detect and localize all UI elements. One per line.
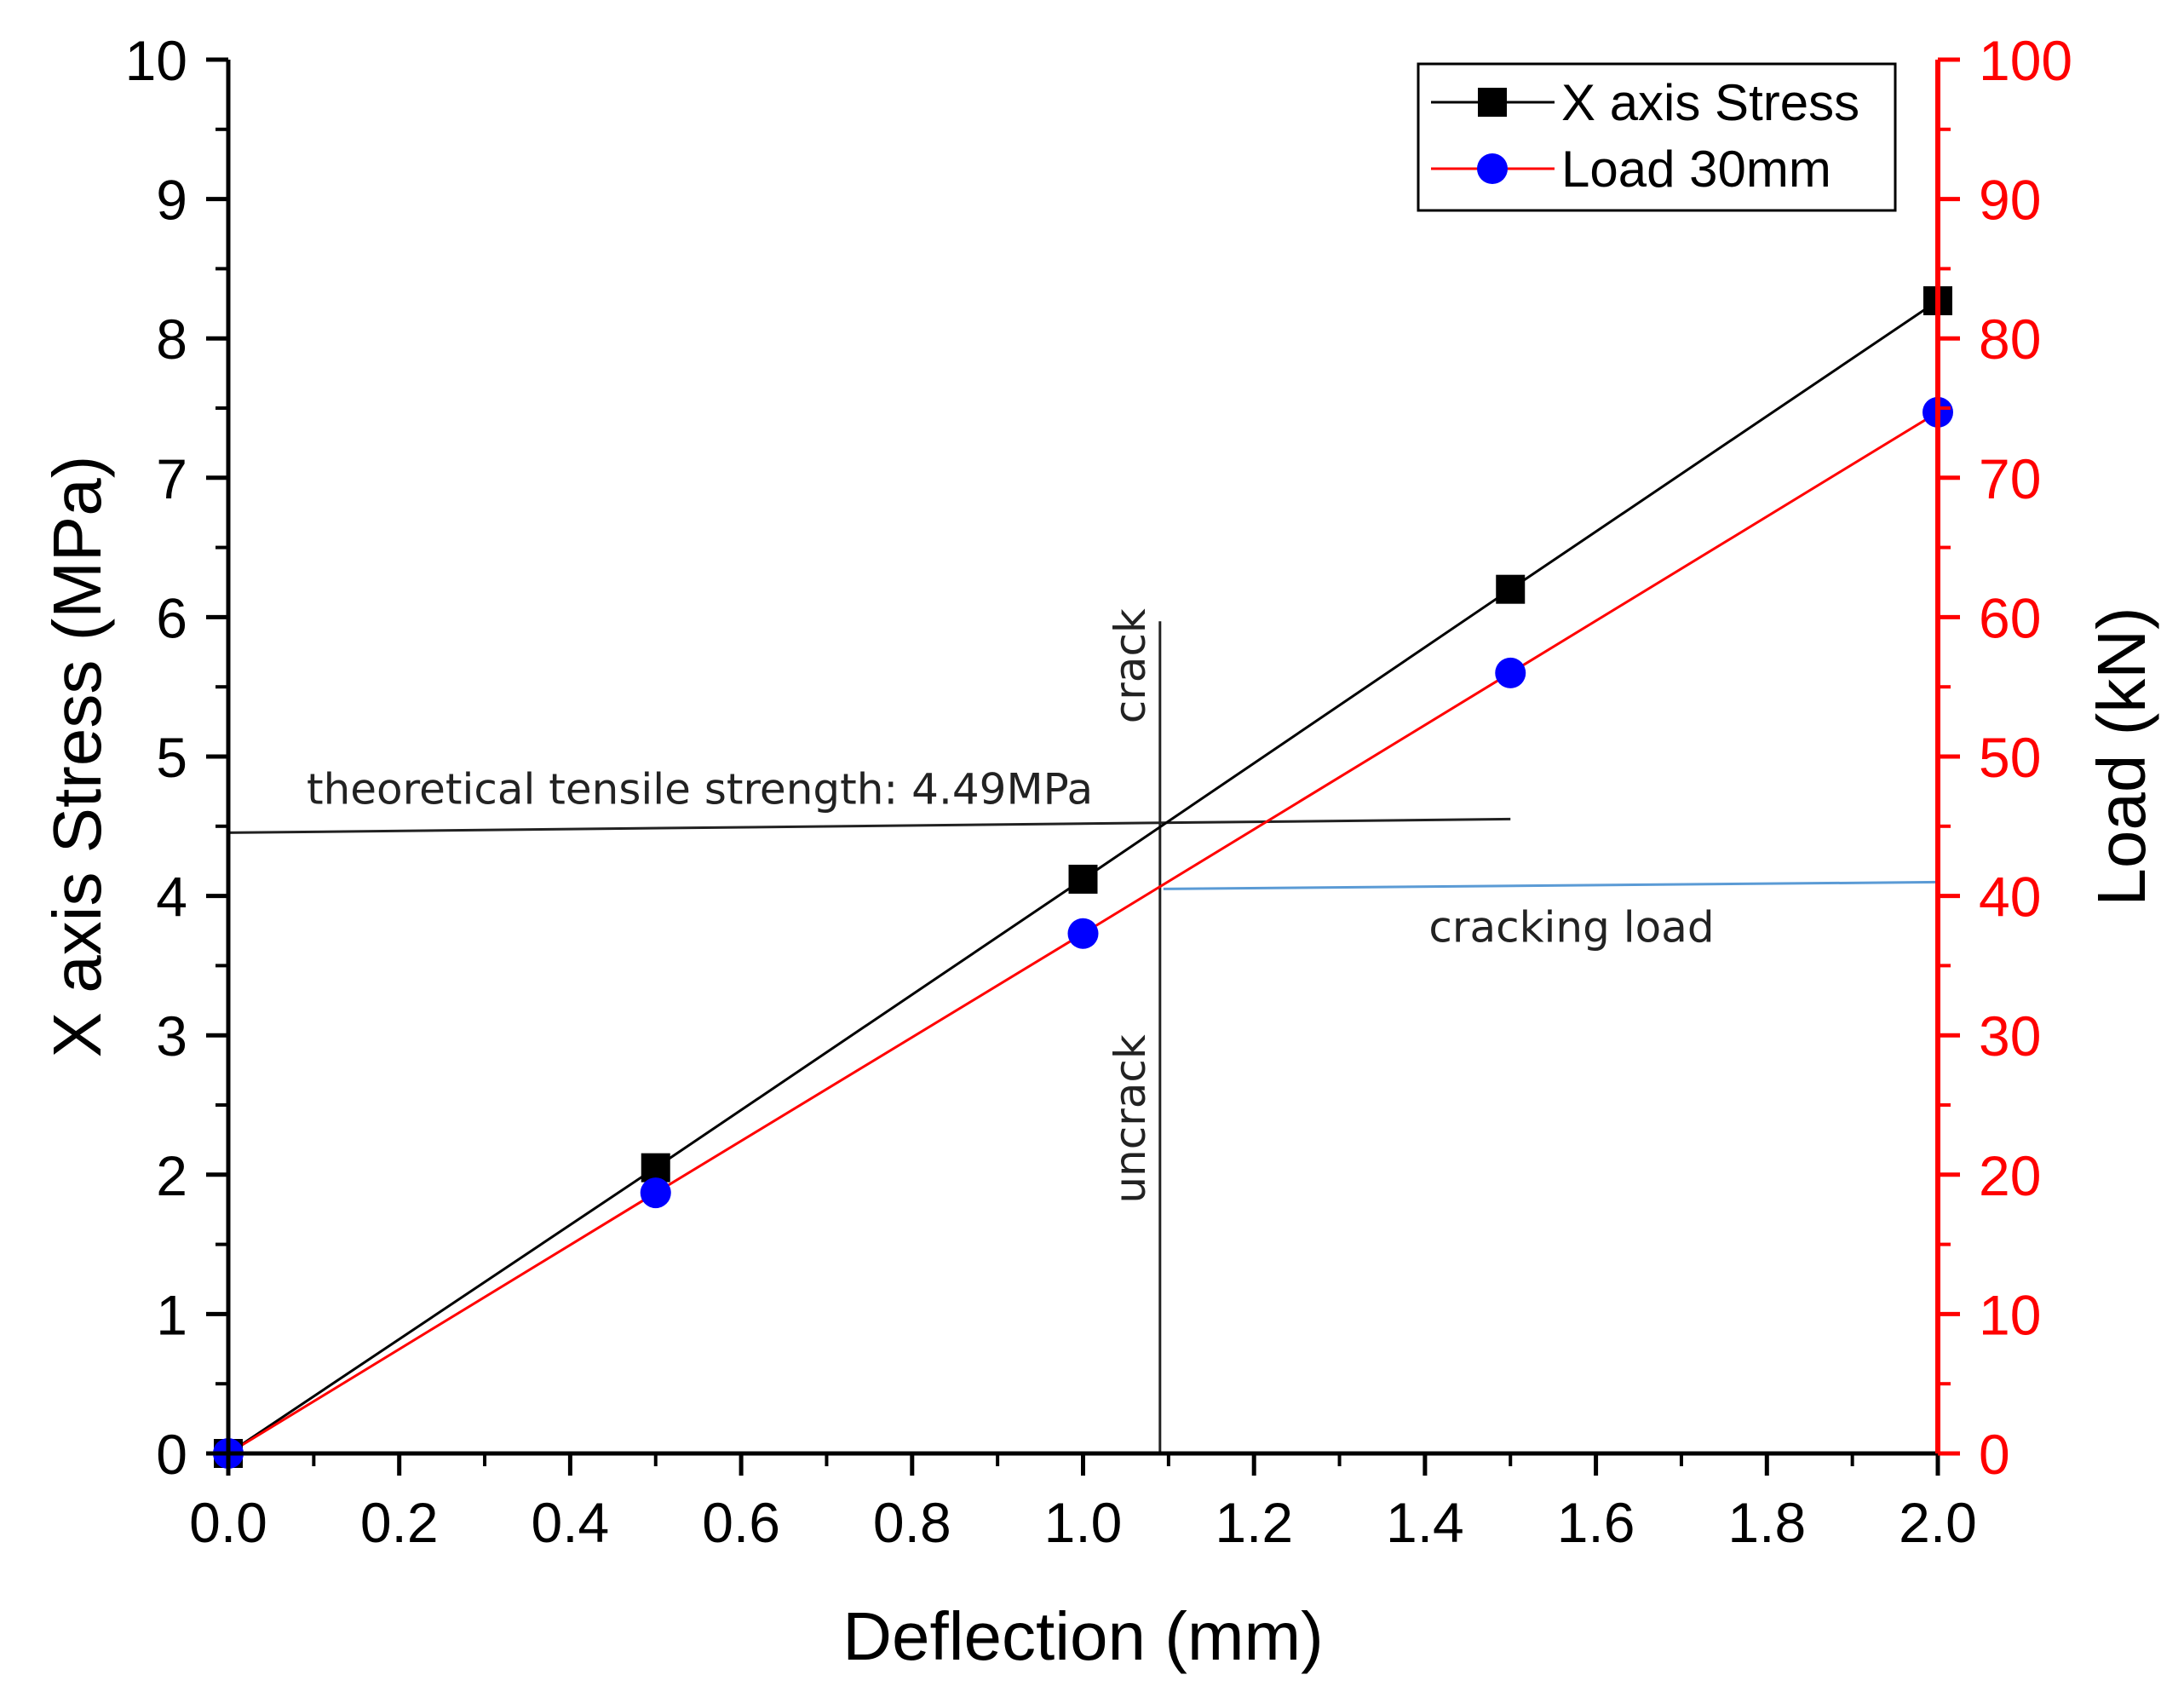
cracking-load-label: cracking load: [1428, 902, 1714, 952]
y2-tick-label: 100: [1979, 29, 2072, 92]
y2-tick-label: 50: [1979, 726, 2041, 789]
y-tick-label: 5: [156, 726, 187, 789]
uncrack-label: uncrack: [1106, 1034, 1155, 1204]
y-tick-label: 6: [156, 586, 187, 649]
x-tick-label: 0.4: [532, 1491, 610, 1554]
load-data-point: [1495, 657, 1526, 688]
y-axis-right-ticks: 0 10 20 30 40 50 60 70 80 90 100: [1938, 29, 2072, 1486]
y-tick-label: 7: [156, 447, 187, 510]
stress-data-point: [1068, 864, 1098, 894]
crack-label: crack: [1106, 608, 1155, 723]
y-tick-label: 4: [156, 866, 187, 929]
legend-label-load: Load 30mm: [1561, 141, 1831, 198]
y2-tick-label: 20: [1979, 1144, 2041, 1207]
y-tick-label: 3: [156, 1004, 187, 1068]
x-tick-label: 1.6: [1557, 1491, 1635, 1554]
cracking-load-line: [1163, 880, 1939, 890]
y2-tick-label: 90: [1979, 169, 2041, 232]
tensile-strength-label: theoretical tensile strength: 4.49MPa: [307, 764, 1093, 814]
x-tick-label: 2.0: [1899, 1491, 1977, 1554]
tensile-strength-line: [227, 817, 1511, 834]
x-tick-label: 0.6: [702, 1491, 780, 1554]
x-tick-label: 1.2: [1215, 1491, 1293, 1554]
legend-marker-stress: [1478, 88, 1507, 117]
x-tick-label: 1.0: [1044, 1491, 1123, 1554]
y-axis-left-ticks: 0 1 2 3 4 5 6 7 8 9 10: [125, 29, 228, 1486]
y2-tick-label: 30: [1979, 1004, 2041, 1068]
legend: X axis Stress Load 30mm: [1417, 62, 1897, 212]
y-tick-label: 9: [156, 169, 187, 232]
legend-label-stress: X axis Stress: [1561, 74, 1859, 131]
y-tick-label: 1: [156, 1283, 187, 1346]
y-tick-label: 10: [125, 29, 187, 92]
y2-tick-label: 40: [1979, 866, 2041, 929]
y2-tick-label: 70: [1979, 447, 2041, 510]
y-tick-label: 2: [156, 1144, 187, 1207]
x-tick-label: 1.8: [1727, 1491, 1806, 1554]
y-tick-label: 0: [156, 1423, 187, 1486]
load-data-point: [1067, 918, 1099, 949]
x-axis-ticks: 0.0 0.2 0.4 0.6 0.8 1.0 1.2 1.4 1.6 1.8 2.0: [189, 1453, 1977, 1554]
y2-tick-label: 10: [1979, 1283, 2041, 1346]
load-data-point: [640, 1177, 671, 1209]
y-tick-label: 8: [156, 308, 187, 371]
y2-tick-label: 0: [1979, 1423, 2010, 1486]
annotations: theoretical tensile strength: 4.49MPa cr…: [227, 608, 1939, 1453]
stress-data-point: [1496, 574, 1526, 604]
y2-tick-label: 60: [1979, 586, 2041, 649]
legend-marker-load: [1477, 153, 1508, 184]
x-tick-label: 0.2: [360, 1491, 439, 1554]
y-axis-right-title: Load (kN): [2083, 607, 2159, 906]
x-tick-label: 0.0: [189, 1491, 267, 1554]
x-tick-label: 1.4: [1386, 1491, 1464, 1554]
y2-tick-label: 80: [1979, 308, 2041, 371]
x-axis-title: Deflection (mm): [842, 1598, 1324, 1674]
y-axis-left-title: X axis Stress (MPa): [39, 456, 115, 1058]
axes: 0.0 0.2 0.4 0.6 0.8 1.0 1.2 1.4 1.6 1.8 2.0 0 1 2 3 4 5…: [125, 29, 2073, 1554]
x-tick-label: 0.8: [873, 1491, 951, 1554]
stress-data-point: [641, 1153, 670, 1183]
